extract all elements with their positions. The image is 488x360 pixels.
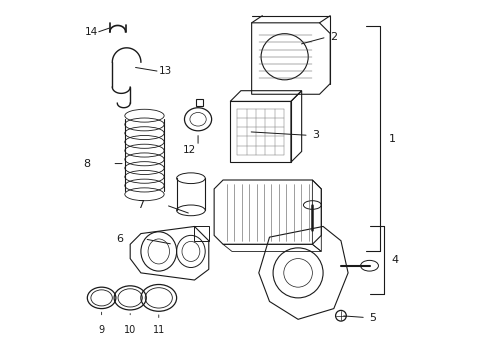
Text: 6: 6 bbox=[116, 234, 122, 244]
Text: 4: 4 bbox=[390, 255, 397, 265]
Text: 14: 14 bbox=[84, 27, 98, 37]
Text: 8: 8 bbox=[83, 158, 91, 168]
Text: 10: 10 bbox=[124, 325, 136, 335]
Text: 13: 13 bbox=[159, 66, 172, 76]
Text: 9: 9 bbox=[99, 325, 104, 335]
Text: 1: 1 bbox=[388, 134, 395, 144]
Text: 11: 11 bbox=[152, 325, 164, 335]
Text: 12: 12 bbox=[182, 145, 195, 155]
Text: 5: 5 bbox=[369, 312, 376, 323]
Text: 2: 2 bbox=[329, 32, 337, 42]
Text: 3: 3 bbox=[312, 130, 319, 140]
Text: 7: 7 bbox=[137, 200, 144, 210]
